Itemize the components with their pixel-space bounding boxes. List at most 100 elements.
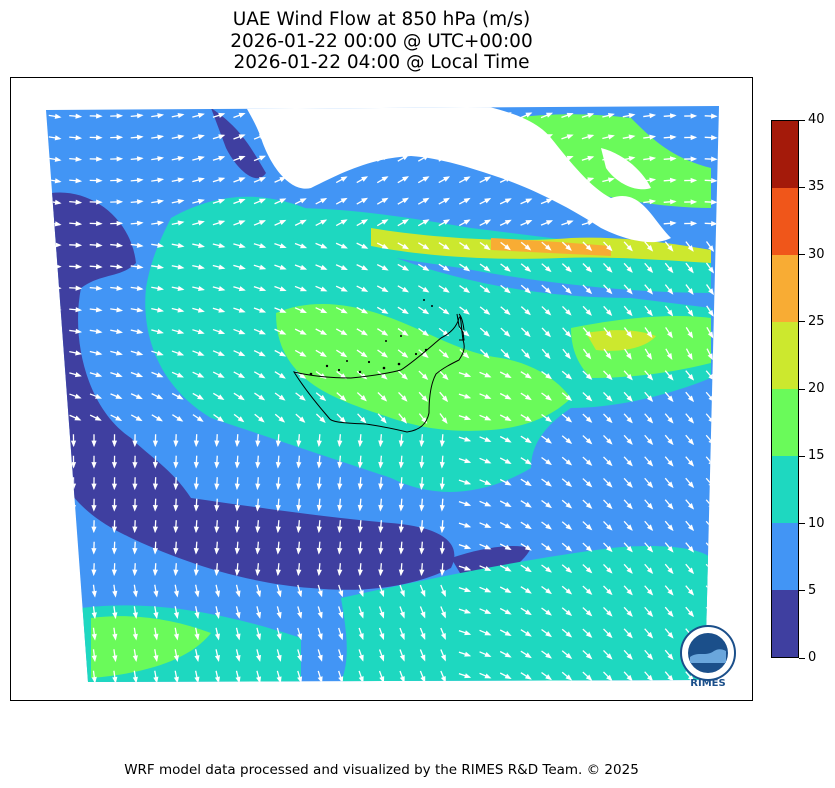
wind-arrow-head [218,198,226,204]
wind-arrow-head [70,526,77,534]
wind-arrow-head [442,308,450,315]
wind-arrow-head [279,133,287,139]
wind-arrow-head [687,266,694,274]
wind-arrow-head [136,199,144,205]
wind-arrow-head [278,372,286,379]
wind-arrow-head [176,394,184,400]
wind-arrow-head [255,569,261,577]
wind-arrow-head [296,461,302,469]
wind-arrow-head [463,111,471,118]
uae-boundary [292,313,465,433]
wind-arrow-head [75,350,82,356]
wind-arrow-head [687,353,693,361]
wind-arrow-head [420,611,426,619]
wind-arrow-head [484,415,492,421]
wind-arrow-head [565,330,572,338]
wind-arrow-head [524,501,532,508]
wind-arrow-head [256,633,262,641]
wind-arrow-head [360,351,368,358]
wind-arrow-head [585,631,593,638]
wind-arrow-head [667,459,674,467]
wind-arrow-head [136,285,144,291]
wind-arrow-head [690,113,698,119]
wind-arrow-head [585,459,593,466]
wind-arrow-head [565,609,573,617]
wind-arrow-head [193,504,199,512]
wind-arrow-head [238,134,246,140]
wind-arrow-head [197,198,205,204]
wind-arrow-head [524,394,532,401]
wind-arrow-head [628,177,636,183]
wind-arrow-head [317,590,323,598]
wind-arrow-head [585,287,593,295]
wind-arrow-head [136,372,144,378]
wind-arrow-head [464,372,472,378]
wind-arrow-head [358,611,364,619]
map-title: UAE Wind Flow at 850 hPa (m/s) [232,9,531,30]
wind-arrow-head [483,352,490,359]
wind-arrow-head [464,565,472,571]
wind-arrow-head [299,373,307,379]
wind-arrow-head [361,308,369,314]
wind-arrow-head [401,308,409,315]
wind-arrow-head [524,330,531,338]
wind-arrow-head [402,286,409,293]
wind-arrow-head [566,134,574,140]
wind-arrow-head [546,220,554,226]
wind-arrow-head [111,505,118,512]
wind-arrow-head [607,112,615,119]
wind-arrow-head [54,113,62,119]
wind-arrow-head [173,612,179,619]
wind-arrow-head [361,176,369,182]
wind-arrow-head [340,197,348,204]
wind-arrow-head [398,569,404,577]
wind-arrow-shaft [705,585,715,595]
wind-arrow-head [565,244,572,251]
wind-arrow-head [320,197,328,204]
colorbar-label-0: 0 [808,650,817,665]
wind-arrow-head [667,373,674,381]
colorbar-segment-3 [772,389,798,456]
wind-arrow-head [464,436,472,442]
wind-arrow-head [565,545,573,552]
wind-arrow-head [177,285,185,291]
wind-arrow-head [132,462,138,469]
wind-arrow-head [628,220,636,226]
wind-arrow-head [669,199,677,205]
wind-arrow-head [545,652,552,659]
wind-arrow-head [135,394,143,400]
wind-arrow-head [379,590,385,598]
wind-arrow-head [626,395,633,402]
wind-arrow-head [666,353,673,360]
wind-arrow-head [585,588,593,595]
wind-arrow-head [193,440,199,448]
wind-arrow-head [484,155,492,161]
wind-arrow-head [238,198,246,204]
wind-arrow-head [606,459,613,467]
wind-arrow-head [136,177,144,183]
wind-arrow-head [297,611,303,619]
wind-arrow-head [176,415,184,422]
wind-arrow-head [504,372,512,379]
wind-arrow-head [524,480,532,487]
wind-arrow-head [279,112,287,118]
wind-arrow-head [177,264,185,270]
land-mask-east-patch [601,148,651,190]
wind-arrow-head [157,220,165,226]
wind-arrow-head [646,545,654,553]
wind-arrow-head [606,373,613,381]
wind-arrow-head [566,198,574,204]
wind-arrow-head [565,652,573,660]
wind-arrow-head [667,416,674,424]
wind-arrow-head [484,393,492,399]
wind-arrow-shaft [72,606,75,618]
wind-arrow-head [419,547,425,555]
wind-arrow-head [132,655,138,663]
wind-arrow-head [96,199,103,205]
wind-arrow-head [275,526,281,534]
wind-arrow-head [340,329,348,336]
wind-arrow-head [259,243,267,249]
wind-arrow-head [54,178,62,184]
wind-arrow-head [95,242,103,248]
wind-arrow-head [218,329,226,335]
